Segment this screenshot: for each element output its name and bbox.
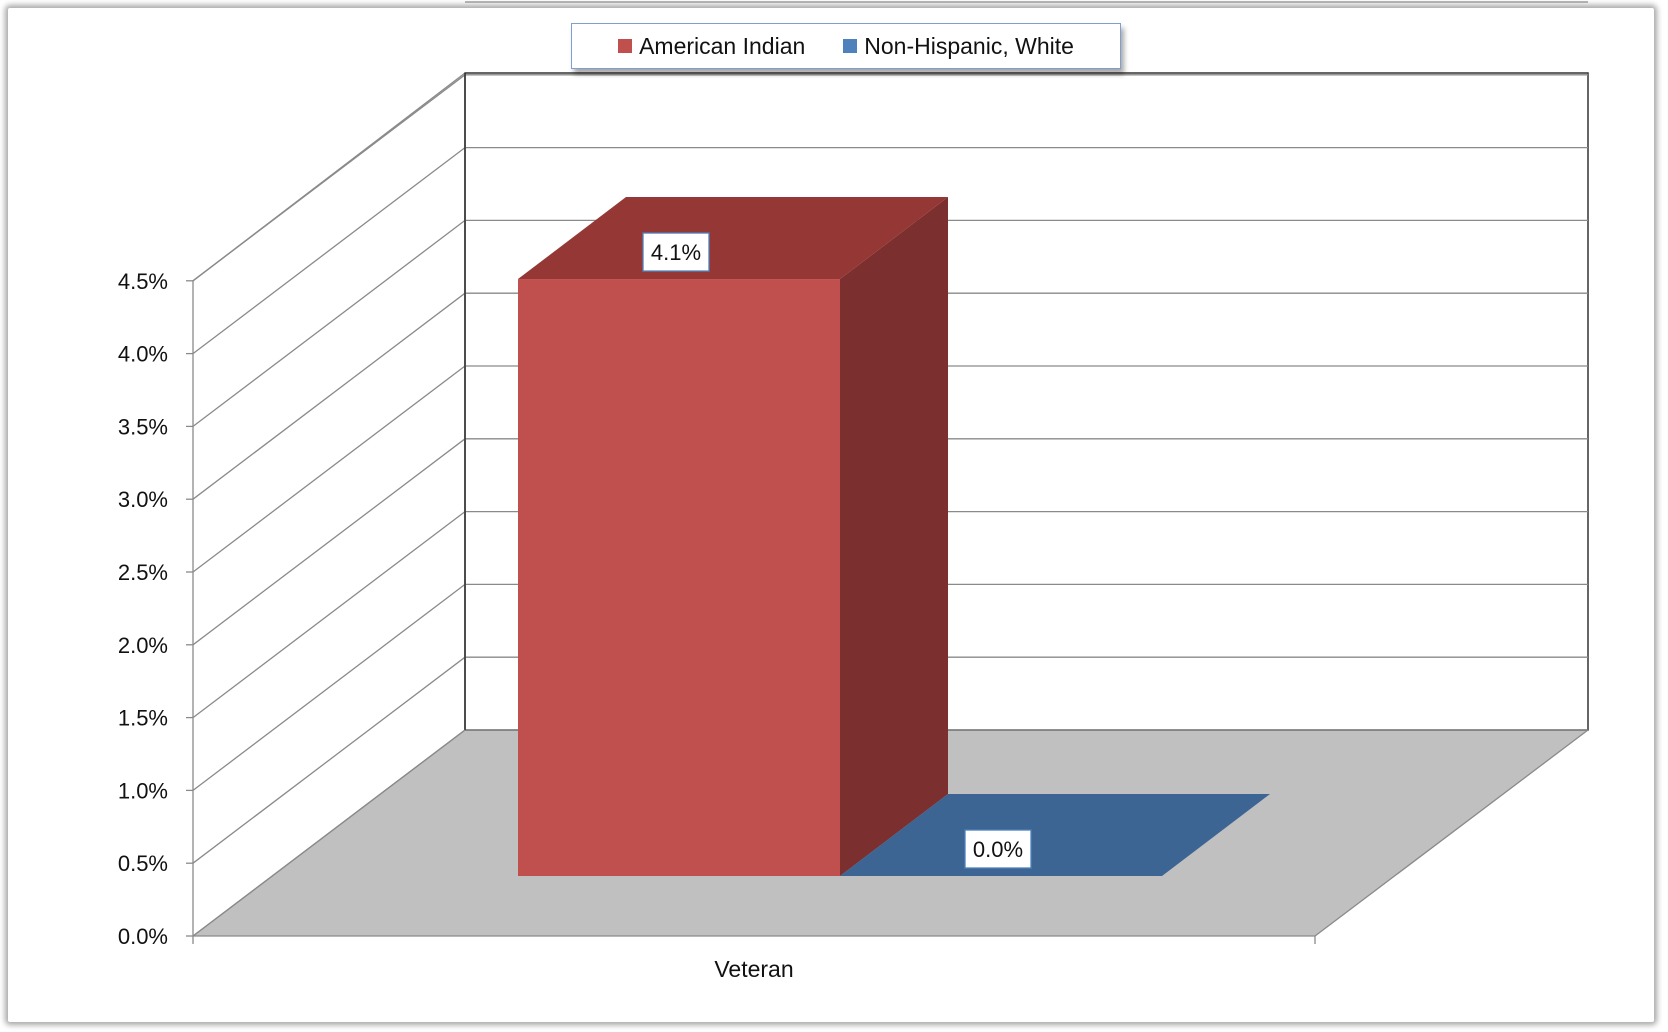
bar-non-hispanic-white [840, 794, 1270, 876]
data-label-1: 0.0% [964, 829, 1032, 869]
gridline [192, 72, 466, 282]
data-label-text: 4.1% [651, 240, 701, 265]
legend: American Indian Non-Hispanic, White [571, 23, 1121, 69]
bar-front [518, 279, 840, 876]
data-labels: 4.1% 0.0% [642, 232, 1032, 869]
legend-entry-non-hispanic-white: Non-Hispanic, White [843, 33, 1074, 60]
floor-right-edge [1314, 729, 1589, 937]
legend-label-american-indian: American Indian [639, 32, 806, 59]
legend-label-non-hispanic-white: Non-Hispanic, White [864, 32, 1074, 59]
y-tick-label: 0.5% [118, 851, 168, 876]
y-tick-label: 0.0% [118, 924, 168, 949]
y-tick-label: 3.5% [118, 414, 168, 439]
y-tick-label: 4.5% [118, 269, 168, 294]
axes: 0.0% 0.5% 1.0% 1.5% 2.0% 2.5% 3.0% 3.5% 4.0% 4.5%… [118, 73, 1589, 982]
category-label: Veteran [714, 956, 793, 982]
y-tick-label: 4.0% [118, 342, 168, 367]
data-label-box [642, 232, 710, 272]
bars [518, 197, 1270, 877]
legend-swatch-non-hispanic-white [843, 39, 858, 53]
y-tick-label: 1.0% [118, 778, 168, 803]
floor-left-edge [192, 729, 466, 937]
bar-american-indian [518, 197, 948, 877]
y-tick-label: 3.0% [118, 487, 168, 512]
data-label-0: 4.1% [642, 232, 710, 272]
bar-side [840, 197, 948, 877]
gridline [193, 2, 465, 281]
data-label-box [964, 829, 1032, 869]
y-tick-label: 2.5% [118, 560, 168, 585]
data-label-text: 0.0% [973, 837, 1023, 862]
bar-top [840, 794, 1270, 876]
legend-entry-american-indian: American Indian [618, 33, 805, 60]
legend-swatch-american-indian [618, 39, 633, 53]
y-tick-label: 1.5% [118, 706, 168, 731]
bar-top [518, 197, 948, 280]
y-tick-label: 2.0% [118, 633, 168, 658]
